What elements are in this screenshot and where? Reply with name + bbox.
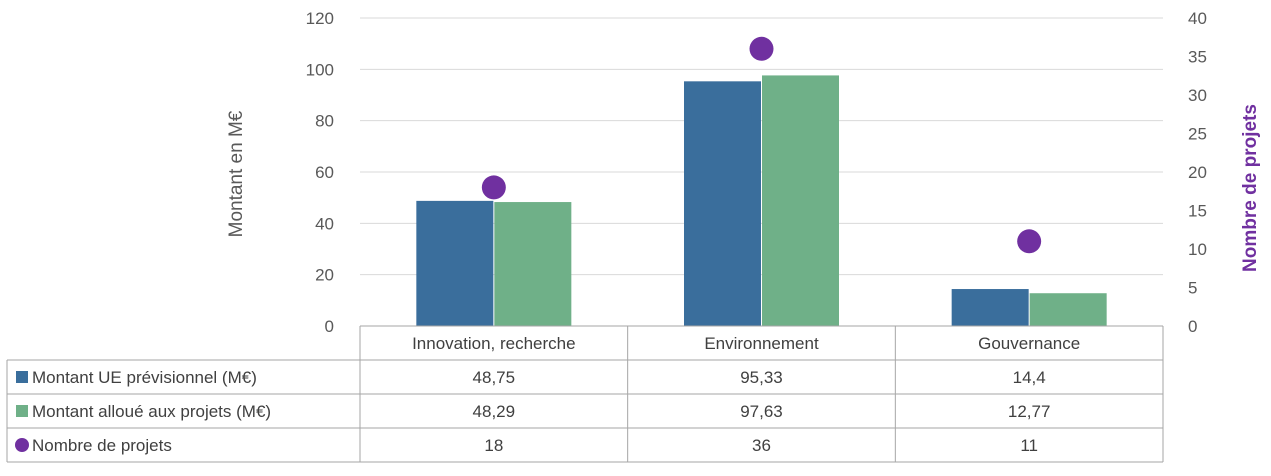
bar bbox=[951, 289, 1029, 326]
right-tick-label: 15 bbox=[1188, 202, 1207, 221]
legend-swatch bbox=[15, 438, 29, 452]
right-tick-label: 35 bbox=[1188, 48, 1207, 67]
right-tick-label: 40 bbox=[1188, 9, 1207, 28]
legend-label: Montant alloué aux projets (M€) bbox=[32, 402, 271, 421]
legend-swatch bbox=[16, 371, 28, 383]
category-label: Environnement bbox=[704, 334, 819, 353]
marker-point bbox=[481, 175, 506, 200]
data-label: 48,29 bbox=[473, 402, 516, 421]
gridlines bbox=[360, 17, 1163, 276]
markers bbox=[481, 36, 1042, 254]
right-tick-label: 30 bbox=[1188, 86, 1207, 105]
category-label: Gouvernance bbox=[978, 334, 1080, 353]
right-tick-label: 5 bbox=[1188, 279, 1197, 298]
left-tick-label: 120 bbox=[306, 9, 334, 28]
bars bbox=[416, 75, 1107, 326]
data-label: 95,33 bbox=[740, 368, 783, 387]
left-axis-label: Montant en M€ bbox=[226, 110, 247, 237]
bar bbox=[494, 202, 572, 326]
right-tick-label: 20 bbox=[1188, 163, 1207, 182]
data-label: 97,63 bbox=[740, 402, 783, 421]
data-table: Innovation, recherche Environnement Gouver… bbox=[6, 325, 1164, 463]
data-label: 18 bbox=[484, 436, 503, 455]
marker-point bbox=[1017, 229, 1042, 254]
left-tick-label: 80 bbox=[315, 112, 334, 131]
left-tick-label: 20 bbox=[315, 266, 334, 285]
legend-label: Nombre de projets bbox=[32, 436, 172, 455]
bar bbox=[684, 81, 761, 326]
right-axis-label: Nombre de projets bbox=[1240, 104, 1261, 272]
left-tick-label: 60 bbox=[315, 163, 334, 182]
left-tick-label: 40 bbox=[315, 214, 334, 233]
left-tick-label: 100 bbox=[306, 60, 334, 79]
data-label: 48,75 bbox=[473, 368, 516, 387]
data-label: 11 bbox=[1020, 436, 1038, 455]
bar bbox=[416, 200, 494, 326]
bar bbox=[1029, 293, 1107, 326]
right-tick-label: 10 bbox=[1188, 240, 1207, 259]
data-label: 14,4 bbox=[1013, 368, 1046, 387]
legend-swatch bbox=[16, 405, 28, 417]
right-tick-label: 25 bbox=[1188, 125, 1207, 144]
legend-label: Montant UE prévisionnel (M€) bbox=[32, 368, 257, 387]
data-label: 36 bbox=[752, 436, 771, 455]
data-label: 12,77 bbox=[1008, 402, 1051, 421]
left-axis-ticks: 0 20 40 60 80 100 120 bbox=[306, 9, 334, 336]
right-tick-label: 0 bbox=[1188, 317, 1197, 336]
right-axis-ticks: 0 5 10 15 20 25 30 35 40 bbox=[1188, 9, 1207, 336]
left-tick-label: 0 bbox=[325, 317, 334, 336]
bar bbox=[762, 75, 839, 326]
category-label: Innovation, recherche bbox=[412, 334, 576, 353]
marker-point bbox=[749, 36, 774, 61]
